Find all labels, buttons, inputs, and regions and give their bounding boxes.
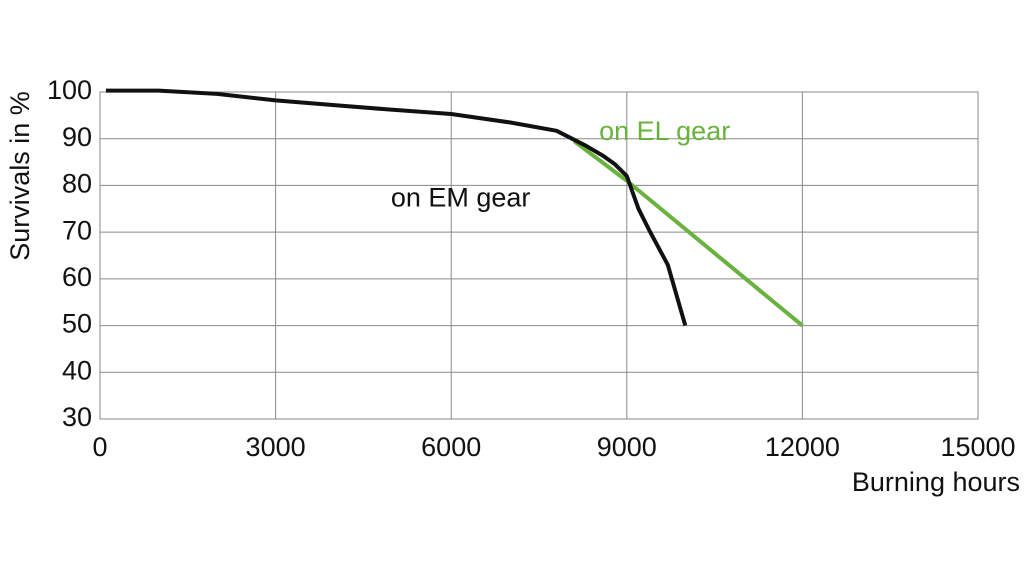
x-tick-label: 9000 [597, 432, 657, 462]
series-label: on EL gear [599, 116, 730, 146]
y-tick-label: 90 [62, 122, 92, 152]
y-axis-label: Survivals in % [5, 91, 35, 261]
y-tick-label: 60 [62, 262, 92, 292]
y-tick-label: 30 [62, 402, 92, 432]
x-axis-label: Burning hours [852, 467, 1020, 497]
line [105, 88, 688, 327]
plot-border [99, 91, 979, 420]
x-tick-label: 12000 [765, 432, 840, 462]
x-tick-label: 15000 [940, 432, 1015, 462]
y-tick-label: 40 [62, 355, 92, 385]
y-tick-label: 50 [62, 309, 92, 339]
y-tick-label: 80 [62, 169, 92, 199]
y-tick-label: 70 [62, 215, 92, 245]
y-tick-label: 100 [47, 75, 92, 105]
x-tick-label: 3000 [246, 432, 306, 462]
x-tick-label: 6000 [421, 432, 481, 462]
series-label: on EM gear [391, 183, 531, 213]
line [572, 139, 804, 328]
x-tick-label: 0 [92, 432, 107, 462]
